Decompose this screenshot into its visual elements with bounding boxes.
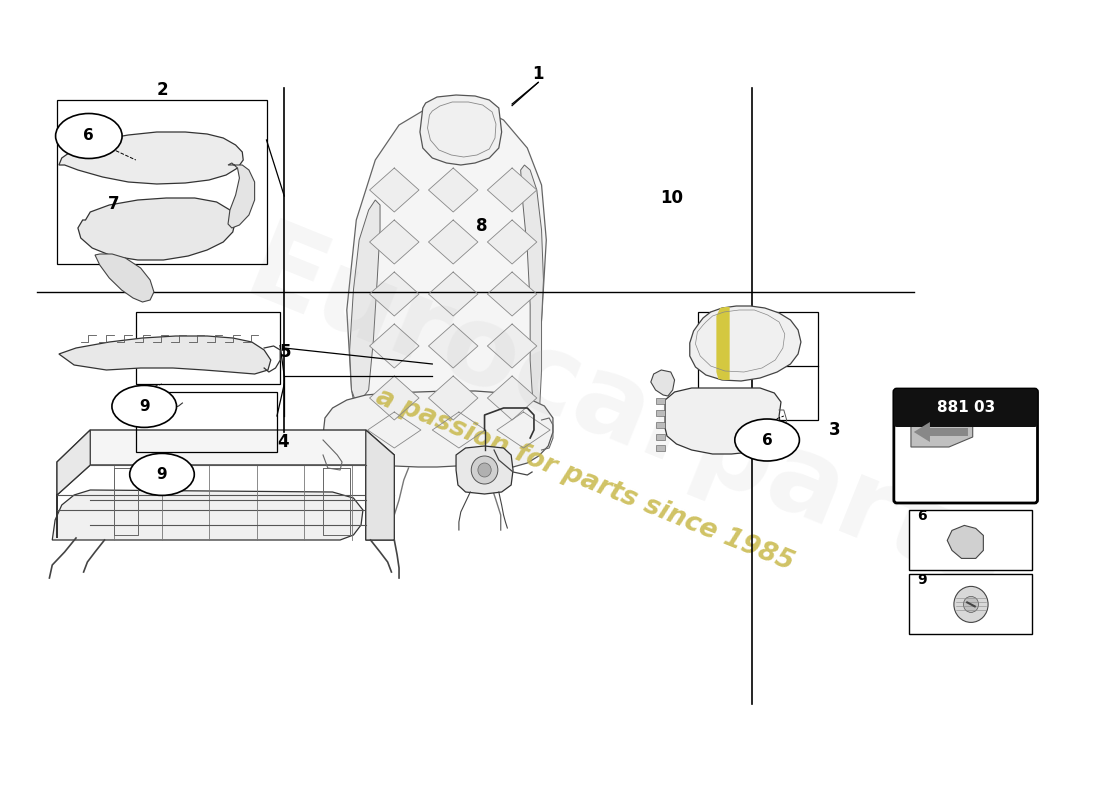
Text: 1: 1 xyxy=(532,66,544,83)
Polygon shape xyxy=(487,376,537,420)
Polygon shape xyxy=(350,200,380,400)
Text: 9: 9 xyxy=(139,399,150,414)
Text: 2: 2 xyxy=(156,81,168,98)
Ellipse shape xyxy=(130,454,195,495)
Text: 4: 4 xyxy=(277,433,288,450)
Polygon shape xyxy=(370,324,419,368)
FancyBboxPatch shape xyxy=(894,389,1037,503)
Polygon shape xyxy=(228,163,254,228)
Polygon shape xyxy=(914,422,968,442)
Polygon shape xyxy=(651,370,674,396)
Polygon shape xyxy=(487,168,537,212)
FancyBboxPatch shape xyxy=(656,434,666,440)
Polygon shape xyxy=(370,272,419,316)
Circle shape xyxy=(954,586,988,622)
Polygon shape xyxy=(429,376,477,420)
Polygon shape xyxy=(370,220,419,264)
Polygon shape xyxy=(690,306,801,381)
Circle shape xyxy=(964,596,979,613)
Polygon shape xyxy=(947,526,983,558)
Circle shape xyxy=(477,463,492,477)
Polygon shape xyxy=(370,168,419,212)
Polygon shape xyxy=(487,272,537,316)
Polygon shape xyxy=(95,254,154,302)
Text: 6: 6 xyxy=(84,129,95,143)
Polygon shape xyxy=(366,430,394,540)
Text: 5: 5 xyxy=(280,343,292,361)
Text: Eurocarparts: Eurocarparts xyxy=(231,214,1023,618)
Text: 881 03: 881 03 xyxy=(936,401,994,415)
Polygon shape xyxy=(59,132,243,184)
FancyBboxPatch shape xyxy=(656,398,666,404)
Text: 3: 3 xyxy=(828,421,840,438)
Polygon shape xyxy=(53,490,363,540)
Circle shape xyxy=(471,456,498,484)
Polygon shape xyxy=(323,391,553,468)
FancyBboxPatch shape xyxy=(894,389,1037,427)
Polygon shape xyxy=(487,220,537,264)
Text: 9: 9 xyxy=(156,467,167,482)
Polygon shape xyxy=(456,446,513,494)
Polygon shape xyxy=(487,324,537,368)
FancyBboxPatch shape xyxy=(910,574,1032,634)
FancyBboxPatch shape xyxy=(656,422,666,428)
Polygon shape xyxy=(429,168,477,212)
Ellipse shape xyxy=(56,114,122,158)
Polygon shape xyxy=(429,220,477,264)
FancyBboxPatch shape xyxy=(910,510,1032,570)
Text: 9: 9 xyxy=(916,574,926,587)
Text: 7: 7 xyxy=(108,195,119,213)
Ellipse shape xyxy=(112,386,176,427)
Text: 6: 6 xyxy=(916,510,926,523)
Text: a passion for parts since 1985: a passion for parts since 1985 xyxy=(373,384,798,576)
Polygon shape xyxy=(57,430,394,540)
Text: 8: 8 xyxy=(475,217,487,234)
Polygon shape xyxy=(420,95,502,165)
FancyBboxPatch shape xyxy=(656,445,666,451)
Ellipse shape xyxy=(735,419,800,461)
Polygon shape xyxy=(520,165,543,415)
Text: 6: 6 xyxy=(761,433,772,447)
FancyBboxPatch shape xyxy=(656,410,666,416)
Polygon shape xyxy=(666,388,781,454)
Polygon shape xyxy=(716,307,729,380)
Polygon shape xyxy=(429,324,477,368)
Polygon shape xyxy=(429,272,477,316)
Polygon shape xyxy=(59,336,271,374)
Polygon shape xyxy=(78,198,235,260)
Polygon shape xyxy=(370,376,419,420)
Polygon shape xyxy=(57,430,90,495)
Text: 10: 10 xyxy=(660,190,683,207)
Polygon shape xyxy=(911,407,972,447)
Polygon shape xyxy=(346,105,547,465)
